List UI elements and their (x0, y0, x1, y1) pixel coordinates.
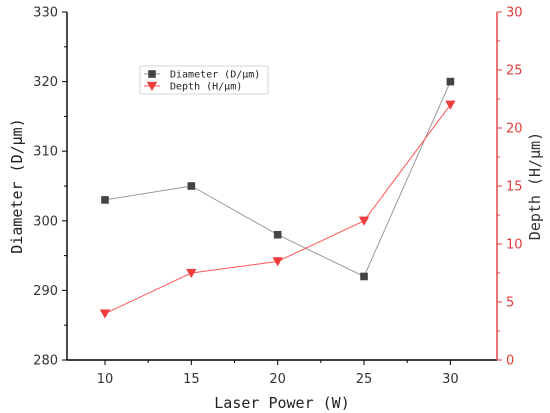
data-point-diameter (187, 182, 196, 190)
data-point-depth (445, 100, 456, 110)
legend-label-diameter: Diameter (D/μm) (170, 70, 260, 81)
x-tick-label: 25 (356, 372, 373, 387)
y-right-tick-label: 20 (506, 122, 523, 137)
y-left-tick-label: 330 (33, 6, 58, 21)
data-point-diameter (101, 196, 109, 204)
legend-box (139, 65, 269, 95)
data-point-depth (99, 309, 111, 319)
x-tick-label: 15 (183, 372, 200, 387)
x-axis-title: Laser Power (W) (214, 394, 349, 412)
data-point-depth (186, 268, 197, 278)
series-group (99, 77, 456, 319)
y-right-axis-title: Depth (H/μm) (526, 132, 544, 240)
x-tick-label: 20 (269, 372, 286, 387)
y-left-axis-title: Diameter (D/μm) (8, 118, 26, 253)
y-right-tick-label: 5 (506, 296, 514, 311)
y-left-tick-label: 310 (33, 145, 58, 160)
y-left-tick-label: 320 (33, 75, 58, 90)
y-right-tick-label: 0 (506, 354, 514, 369)
axes-group: 10 15 20 25 30 280 290 300 310 320 330 0 5 10 15 20 25 30… (8, 6, 544, 413)
data-point-diameter (446, 77, 455, 86)
data-point-depth (358, 216, 370, 226)
x-tick-label: 30 (442, 372, 459, 387)
data-point-diameter (360, 272, 368, 281)
y-left-tick-label: 290 (33, 284, 58, 299)
y-right-tick-label: 15 (506, 180, 523, 195)
data-point-depth (272, 257, 283, 267)
series-line-diameter (104, 81, 451, 278)
legend-marker-depth (146, 81, 158, 91)
data-point-diameter (273, 230, 282, 239)
y-right-tick-label: 10 (506, 238, 523, 253)
legend-marker-diameter (148, 70, 156, 78)
y-left-tick-label: 280 (33, 354, 58, 369)
y-right-tick-label: 25 (506, 64, 523, 79)
series-line-depth (104, 104, 451, 315)
y-left-tick-label: 300 (33, 214, 58, 229)
legend: Diameter (D/μm)Depth (H/μm) (139, 65, 269, 95)
x-tick-label: 10 (97, 372, 114, 387)
legend-label-depth: Depth (H/μm) (170, 82, 242, 93)
y-right-tick-label: 30 (506, 6, 523, 21)
